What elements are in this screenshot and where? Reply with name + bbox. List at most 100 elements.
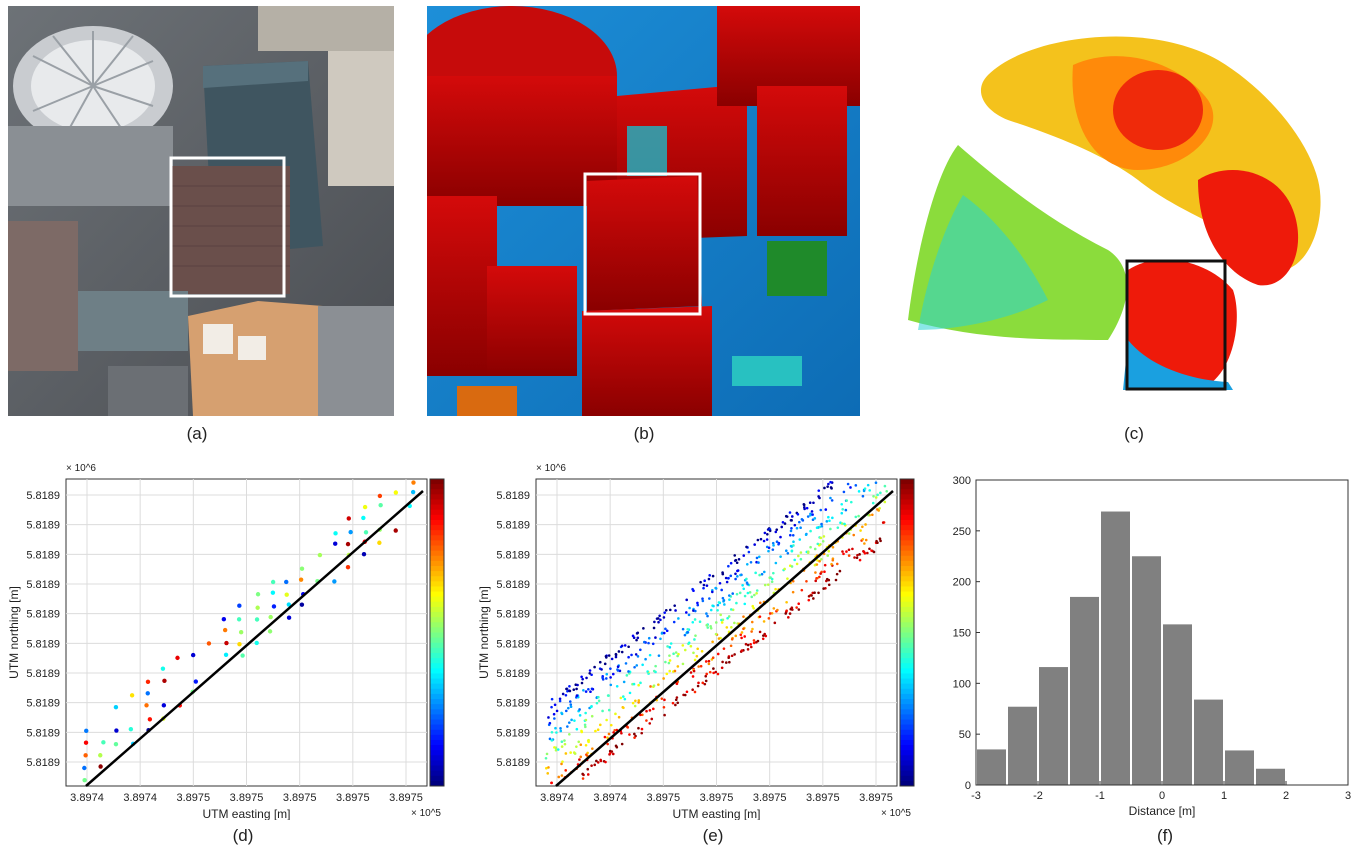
colorbar-segment (900, 760, 914, 767)
scatter-point (773, 621, 777, 625)
scatter-point (654, 664, 657, 668)
scatter-point (750, 595, 754, 599)
scatter-point (581, 777, 585, 780)
scatter-point (783, 522, 787, 525)
scatter-point (805, 579, 808, 583)
y-tick-label: 5.8189 (26, 490, 60, 502)
scatter-point (758, 615, 762, 618)
scatter-point (553, 717, 556, 720)
x-axis-label: UTM easting [m] (202, 807, 290, 820)
scatter-point (577, 740, 581, 744)
scatter-point (787, 616, 790, 619)
scatter-point (604, 654, 608, 658)
scatter-point (799, 551, 803, 554)
scatter-point (790, 515, 794, 518)
y-tick-label: 5.8189 (496, 638, 530, 650)
colorbar-frame (899, 478, 915, 787)
scatter-point (716, 603, 720, 607)
scatter-point (838, 569, 842, 573)
scatter-point (791, 590, 795, 594)
scatter-point (872, 494, 875, 498)
scatter-point (625, 674, 629, 677)
y-axis-label: UTM northing [m] (7, 586, 21, 679)
scatter-point (630, 653, 633, 657)
colorbar-segment (430, 540, 444, 547)
colorbar-segment (900, 622, 914, 628)
colorbar-segment (900, 581, 914, 587)
scatter-point (807, 598, 811, 602)
scatter-point (345, 541, 351, 547)
scatter-point (578, 714, 582, 717)
scatter-point (550, 730, 554, 734)
scatter-point (564, 693, 568, 697)
scatter-point (332, 579, 337, 584)
scatter-point (575, 687, 578, 691)
scatter-point (677, 617, 680, 620)
scatter-point (734, 572, 737, 576)
scatter-point (804, 533, 808, 536)
scatter-point (789, 529, 793, 533)
scatter-point (561, 760, 564, 763)
scatter-point (686, 627, 690, 631)
colorbar-segment (900, 617, 914, 623)
scatter-point (759, 537, 763, 541)
scatter-point (749, 642, 752, 646)
scatter-point (659, 618, 662, 622)
scatter-point (768, 612, 772, 615)
scatter-point (857, 490, 861, 493)
scatter-point (667, 661, 671, 665)
scatter-point (872, 550, 876, 554)
scatter-point (755, 640, 758, 644)
colorbar-segment (430, 699, 444, 705)
scatter-point (378, 502, 383, 508)
scatter-point (609, 683, 613, 687)
scatter-point (591, 747, 594, 750)
scatter-point (728, 660, 731, 664)
colorbar-segment (900, 565, 914, 572)
scatter-point (580, 675, 583, 679)
scatter-point (863, 542, 866, 545)
scatter-point (642, 627, 645, 630)
colorbar-segment (430, 719, 444, 726)
scatter-point (863, 487, 867, 490)
colorbar-segment (430, 499, 444, 506)
scatter-point (162, 678, 167, 684)
colorbar-segment (900, 668, 914, 674)
scatter-point (816, 542, 820, 546)
scatter-point (788, 533, 792, 537)
scatter-point (635, 632, 639, 635)
scatter-point (798, 538, 802, 541)
scatter-point (871, 513, 874, 517)
colorbar-segment (900, 663, 914, 669)
colorbar-segment (430, 637, 444, 644)
scatter-point (660, 697, 664, 700)
colorbar-segment (900, 770, 914, 777)
scatter-point (827, 515, 830, 519)
scatter-point (673, 669, 677, 673)
scatter-point (815, 526, 819, 529)
scatter-point (708, 670, 712, 674)
scatter-point (650, 717, 654, 721)
colorbar-segment (900, 504, 914, 511)
y-tick-label: 5.8189 (26, 668, 60, 680)
scatter-point (601, 676, 604, 680)
scatter-point (660, 631, 664, 635)
scatter-point (637, 683, 640, 687)
scatter-point (255, 605, 260, 610)
scatter-point (797, 602, 801, 606)
scatter-point (841, 522, 844, 525)
scatter-point (845, 499, 849, 502)
scatter-point (823, 486, 826, 490)
scatter-point (633, 704, 637, 708)
scatter-point (613, 728, 616, 732)
scatter-point (775, 540, 779, 544)
colorbar-segment (900, 489, 914, 495)
scatter-point (619, 696, 623, 700)
scatter-point (584, 690, 588, 693)
scatter-point (161, 703, 167, 708)
point-cloud-illustration (908, 36, 1321, 391)
scatter-point (614, 744, 618, 748)
scatter-point (598, 723, 602, 727)
scatter-point (270, 579, 276, 585)
scatter-point (705, 623, 709, 627)
